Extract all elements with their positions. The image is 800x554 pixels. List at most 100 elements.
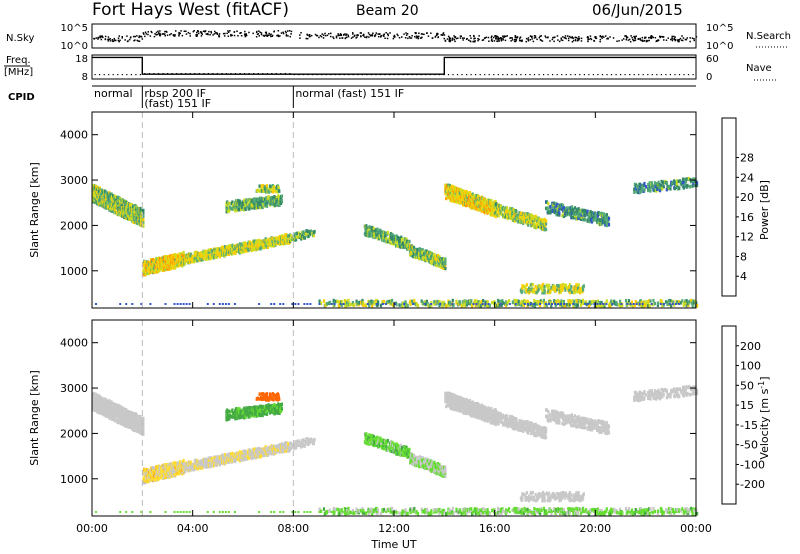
nsky-point [396,33,398,36]
echo-cell [490,201,493,206]
echo-cell [172,253,175,258]
nsky-point [195,35,198,37]
echo-cell [95,398,98,402]
nave-point [239,73,241,75]
nave-point [325,74,327,76]
echo-cell [682,301,685,305]
echo-cell [238,242,241,246]
nsky-point [394,36,396,38]
echo-cell [468,299,471,304]
nsky-point [587,36,589,38]
echo-cell [372,229,375,233]
echo-cell [393,234,396,239]
nave-point [234,73,237,75]
echo-cell [362,303,365,307]
nsky-point [498,37,500,40]
echo-cell [522,284,525,289]
echo-cell [95,392,98,397]
nsky-point [335,35,338,37]
nsky-point [347,35,350,38]
echo-cell [266,198,269,203]
echo-cell [598,300,601,305]
nsky-point [515,39,517,41]
nsky-point [681,35,683,37]
nsky-point [410,37,413,39]
nsky-point [290,30,293,33]
nsky-point [273,31,275,33]
echo-cell [273,303,276,305]
nsky-point [212,34,214,36]
echo-cell [231,200,234,204]
echo-cell [596,303,599,305]
echo-cell [474,303,477,308]
echo-cell [502,301,505,305]
echo-cell [184,261,187,266]
nsky-point [157,30,159,33]
echo-cell [667,298,671,303]
nsky-point [305,37,307,40]
echo-cell [540,224,543,229]
echo-cell [433,300,436,304]
echo-cell [105,206,108,210]
echo-cell [626,303,629,305]
echo-cell [428,250,432,255]
echo-cell [430,301,433,305]
nsky-point [674,38,677,41]
echo-cell [572,304,575,308]
nave-point [348,74,350,76]
nsky-point [200,31,203,34]
nsky-point [136,39,138,42]
echo-cell [444,260,447,264]
echo-cell [365,233,368,237]
nave-point [112,74,114,76]
nsky-point [161,33,164,35]
nsky-point [174,35,176,37]
nsky-point [641,39,643,42]
echo-cell [558,213,561,217]
echo-cell [436,263,439,267]
nsky-point [282,32,285,35]
echo-cell [558,284,561,288]
echo-cell [508,214,511,218]
echo-cell [588,219,591,224]
nsky-point [451,37,454,40]
echo-cell [588,302,591,307]
nsky-point [588,38,590,40]
echo-cell [395,240,398,244]
echo-cell [508,303,511,305]
nave-point [253,73,255,75]
echo-cell [400,237,404,242]
nave-point [176,73,178,75]
nave-point [135,74,137,76]
echo-cell [309,231,312,235]
nsky-point [318,36,320,39]
echo-cell [562,282,565,287]
nsky-point [265,31,268,34]
echo-cell [123,202,126,207]
nsky-point [185,30,187,32]
echo-cell [424,253,427,257]
nsky-point [534,36,537,39]
echo-cell [241,243,244,248]
echo-cell [452,303,455,307]
nave-point [343,74,345,76]
nsky-point [174,34,176,36]
nsky-point [314,33,317,36]
nave-point [298,74,300,76]
velocity-echoes [92,384,699,516]
nsky-point [423,33,425,36]
echo-cell [676,179,679,183]
echo-cell [548,210,551,214]
echo-cell [573,206,577,210]
echo-cell [543,217,546,222]
nsky-point [586,36,589,39]
echo-cell [493,203,496,208]
echo-cell [525,283,528,287]
echo-cell [385,300,389,304]
nsky-point [208,30,210,33]
nsky-point [205,33,207,35]
echo-cell [610,299,613,303]
echo-cell [268,190,271,194]
echo-cell [126,424,129,429]
echo-cell [517,215,520,220]
